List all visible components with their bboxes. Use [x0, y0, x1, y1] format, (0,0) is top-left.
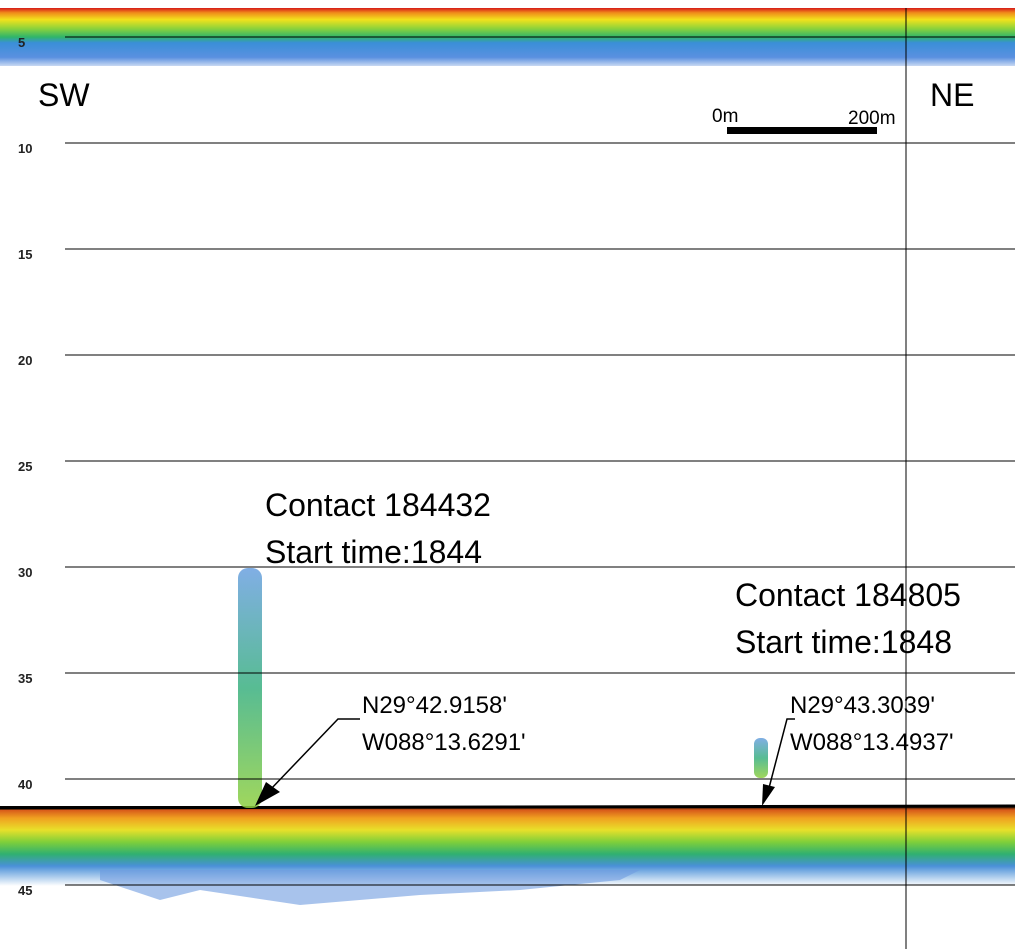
contact-title: Contact 184805: [735, 577, 961, 613]
contact-start-time: Start time:1844: [265, 534, 482, 570]
contact-start-time: Start time:1848: [735, 624, 952, 660]
bottom-line: [0, 804, 1015, 810]
plume: [238, 568, 262, 808]
longitude: W088°13.6291': [362, 729, 526, 756]
scale-bar: [727, 127, 877, 134]
latitude: N29°42.9158': [362, 692, 507, 719]
depth-label: 45: [18, 883, 32, 898]
depth-label: 10: [18, 141, 32, 156]
contact-title: Contact 184432: [265, 487, 491, 523]
leader-line: [269, 718, 360, 791]
direction-label: SW: [38, 77, 90, 113]
depth-label: 30: [18, 565, 32, 580]
plume: [754, 738, 768, 778]
arrow-head: [762, 784, 775, 806]
arrow-head: [255, 782, 280, 806]
longitude: W088°13.4937': [790, 729, 954, 756]
depth-label: 5: [18, 35, 25, 50]
latitude: N29°43.3039': [790, 692, 935, 719]
scale-end: 200m: [848, 108, 896, 129]
depth-label: 40: [18, 777, 32, 792]
depth-label: 15: [18, 247, 32, 262]
depth-label: 35: [18, 671, 32, 686]
depth-label: 20: [18, 353, 32, 368]
scale-start: 0m: [712, 106, 738, 127]
leader-line: [768, 718, 795, 789]
seabed-scatter: [100, 870, 640, 905]
depth-label: 25: [18, 459, 32, 474]
direction-label: NE: [930, 77, 974, 113]
